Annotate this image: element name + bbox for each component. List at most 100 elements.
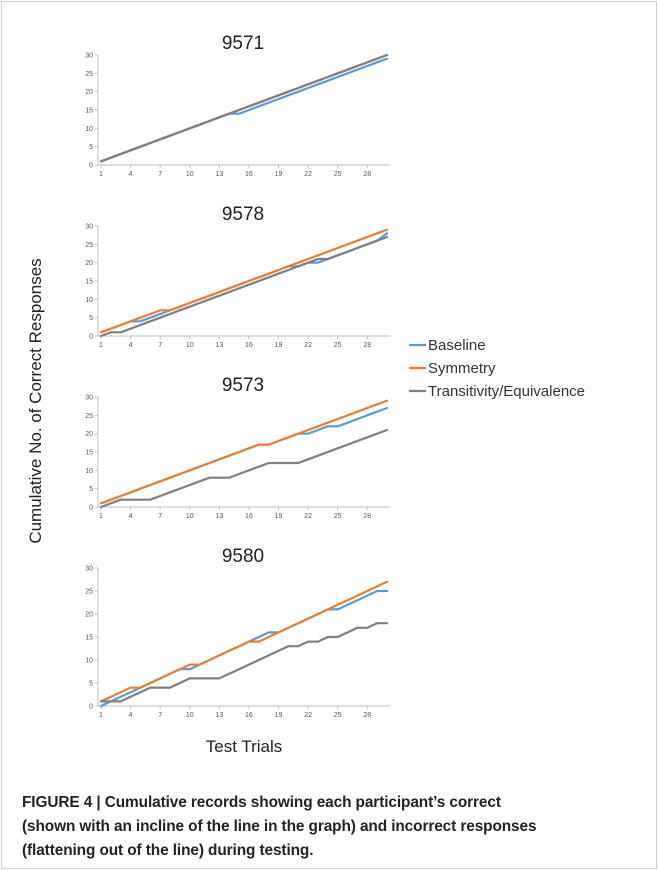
y-axis-title: Cumulative No. of Correct Responses [26, 258, 45, 543]
y-tick-label: 15 [85, 635, 93, 642]
series-line-transitivity-equivalence [99, 235, 389, 338]
x-tick-label: 1 [99, 513, 103, 520]
y-tick-label: 10 [85, 297, 93, 304]
chart-title: 9571 [222, 33, 264, 54]
x-tick-label: 28 [363, 342, 371, 349]
legend-label: Transitivity/Equivalence [428, 383, 585, 400]
x-tick-label: 1 [99, 342, 103, 349]
series-line-baseline [99, 406, 389, 505]
series-line-transitivity-equivalence [99, 622, 389, 703]
legend: Baseline Symmetry Transitivity/Equivalence [409, 337, 585, 400]
y-tick-label: 15 [85, 450, 93, 457]
y-tick-label: 5 [89, 486, 93, 493]
y-tick-label: 0 [89, 334, 93, 341]
y-tick-label: 5 [89, 315, 93, 322]
figure-caption-line-3: (flattening out of the line) during test… [22, 842, 314, 859]
figure-caption-line-1: FIGURE 4 | Cumulative records showing ea… [22, 794, 501, 811]
chart-9580: 9580 0 5 10 15 20 25 30 1 4 7 10 13 16 19 22 25 28 [85, 546, 390, 719]
x-tick-label: 13 [215, 712, 223, 719]
x-tick-label: 25 [334, 712, 342, 719]
y-tick-label: 10 [85, 126, 93, 133]
y-tick-label: 25 [85, 589, 93, 596]
x-tick-label: 16 [245, 712, 253, 719]
x-tick-label: 1 [99, 712, 103, 719]
x-tick-label: 22 [304, 712, 312, 719]
y-tick-label: 20 [85, 612, 93, 619]
y-tick-label: 0 [89, 163, 93, 170]
y-tick-label: 10 [85, 468, 93, 475]
x-tick-label: 13 [215, 513, 223, 520]
series-line-baseline [99, 589, 389, 708]
y-tick-label: 0 [89, 505, 93, 512]
x-tick-label: 10 [186, 712, 194, 719]
legend-item-symmetry: Symmetry [409, 360, 496, 377]
x-tick-label: 28 [363, 513, 371, 520]
x-tick-label: 19 [275, 712, 283, 719]
x-tick-label: 4 [129, 171, 133, 178]
x-tick-label: 19 [275, 513, 283, 520]
x-tick-label: 22 [304, 513, 312, 520]
y-tick-label: 5 [89, 681, 93, 688]
x-tick-label: 22 [304, 171, 312, 178]
legend-item-transitivity-equivalence: Transitivity/Equivalence [409, 383, 585, 400]
y-tick-label: 20 [85, 89, 93, 96]
x-tick-label: 16 [245, 513, 253, 520]
x-tick-label: 10 [186, 171, 194, 178]
y-tick-label: 30 [85, 566, 93, 573]
x-tick-label: 28 [363, 171, 371, 178]
y-tick-label: 10 [85, 658, 93, 665]
y-tick-label: 20 [85, 260, 93, 267]
y-tick-label: 30 [85, 395, 93, 402]
y-tick-label: 30 [85, 224, 93, 231]
x-tick-label: 7 [158, 513, 162, 520]
x-tick-label: 4 [129, 342, 133, 349]
series-line-transitivity-equivalence [99, 53, 389, 163]
figure-caption-line-2: (shown with an incline of the line in th… [22, 818, 537, 835]
x-tick-label: 1 [99, 171, 103, 178]
legend-label: Baseline [428, 337, 486, 354]
x-tick-label: 10 [186, 513, 194, 520]
chart-9573: 9573 0 5 10 15 20 25 30 1 4 7 10 13 16 19 22 25 28 [85, 375, 390, 520]
x-axis-title: Test Trials [206, 737, 283, 756]
x-tick-label: 22 [304, 342, 312, 349]
y-tick-label: 25 [85, 71, 93, 78]
chart-title: 9573 [222, 375, 264, 396]
x-tick-label: 19 [275, 171, 283, 178]
y-tick-label: 30 [85, 53, 93, 60]
x-tick-label: 7 [158, 171, 162, 178]
x-tick-label: 16 [245, 171, 253, 178]
series-line-transitivity-equivalence [99, 428, 389, 509]
x-tick-label: 25 [334, 171, 342, 178]
legend-label: Symmetry [428, 360, 496, 377]
chart-9578: 9578 0 5 10 15 20 25 30 1 4 7 10 13 16 19 22 25 28 [85, 204, 390, 349]
x-tick-label: 10 [186, 342, 194, 349]
series-line-symmetry [99, 399, 389, 505]
chart-title: 9580 [222, 546, 264, 567]
y-tick-label: 25 [85, 242, 93, 249]
y-tick-label: 15 [85, 108, 93, 115]
series-line-symmetry [99, 228, 389, 334]
y-tick-label: 5 [89, 144, 93, 151]
x-tick-label: 19 [275, 342, 283, 349]
x-tick-label: 25 [334, 513, 342, 520]
x-tick-label: 4 [129, 712, 133, 719]
y-tick-label: 15 [85, 279, 93, 286]
series-line-symmetry [99, 580, 389, 703]
y-tick-label: 0 [89, 704, 93, 711]
legend-item-baseline: Baseline [409, 337, 486, 354]
y-tick-label: 25 [85, 413, 93, 420]
x-tick-label: 4 [129, 513, 133, 520]
x-tick-label: 13 [215, 171, 223, 178]
x-tick-label: 7 [158, 712, 162, 719]
x-tick-label: 13 [215, 342, 223, 349]
x-tick-label: 16 [245, 342, 253, 349]
figure-charts: Cumulative No. of Correct Responses Test… [26, 33, 585, 756]
y-tick-label: 20 [85, 431, 93, 438]
chart-9571: 9571 0 5 10 15 20 25 30 1 4 7 10 13 16 19 22 25 28 [85, 33, 390, 178]
x-tick-label: 28 [363, 712, 371, 719]
x-tick-label: 25 [334, 342, 342, 349]
x-tick-label: 7 [158, 342, 162, 349]
chart-title: 9578 [222, 204, 264, 225]
